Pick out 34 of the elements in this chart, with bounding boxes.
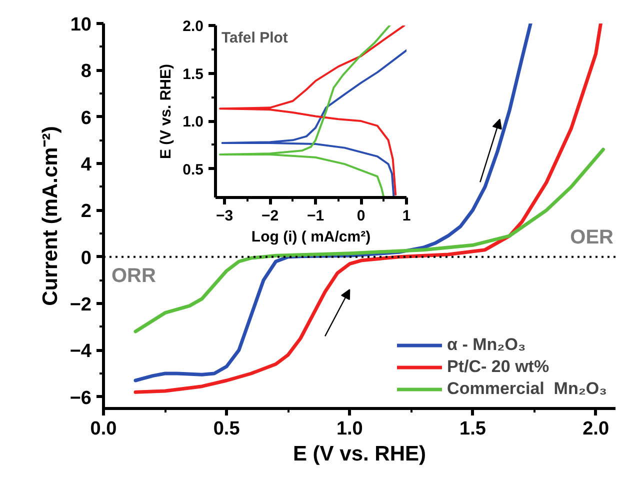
x-tick-label: 1: [402, 208, 411, 224]
y-axis-title: Current (mA.cm⁻²): [38, 126, 62, 306]
y-tick-label: 10: [70, 14, 92, 36]
x-tick-label: 0.5: [213, 418, 240, 440]
annotation: ORR: [112, 265, 156, 287]
x-tick-label: −1: [306, 208, 324, 224]
line-series: [221, 49, 406, 198]
x-tick-label: −2: [262, 208, 279, 224]
chart-title: Tafel Plot: [222, 30, 288, 46]
x-tick-label: 0.0: [90, 418, 117, 440]
annotation: OER: [570, 226, 614, 249]
x-tick-label: 2.0: [582, 418, 610, 440]
y-tick-label: 1.5: [182, 66, 204, 83]
y-axis-title: E (V vs. RHE): [158, 64, 175, 160]
y-tick-label: 1.0: [182, 114, 204, 131]
x-axis-title: E (V vs. RHE): [292, 442, 426, 466]
y-tick-label: 2: [80, 201, 92, 222]
y-tick-label: 6: [80, 108, 92, 129]
y-tick-label: 0: [80, 248, 92, 269]
x-tick-label: 1.0: [336, 418, 363, 440]
y-tick-label: −4: [70, 341, 92, 362]
y-tick-label: 0.5: [182, 161, 204, 178]
x-tick-label: 1.5: [460, 418, 486, 440]
x-tick-label: 0: [356, 208, 366, 224]
y-tick-label: 2.0: [182, 18, 204, 35]
x-axis-title: Log (i) ( mA/cm²): [251, 228, 371, 246]
y-tick-label: −2: [70, 294, 92, 316]
legend-label: Commercial Mn₂O₃: [447, 378, 607, 400]
legend-label: α - Mn₂O₃: [447, 334, 526, 356]
y-tick-label: −6: [70, 388, 92, 409]
legend-label: Pt/C- 20 wt%: [447, 356, 550, 378]
y-tick-label: 4: [80, 154, 92, 176]
y-tick-label: 8: [80, 61, 92, 82]
x-tick-label: −3: [216, 208, 234, 224]
